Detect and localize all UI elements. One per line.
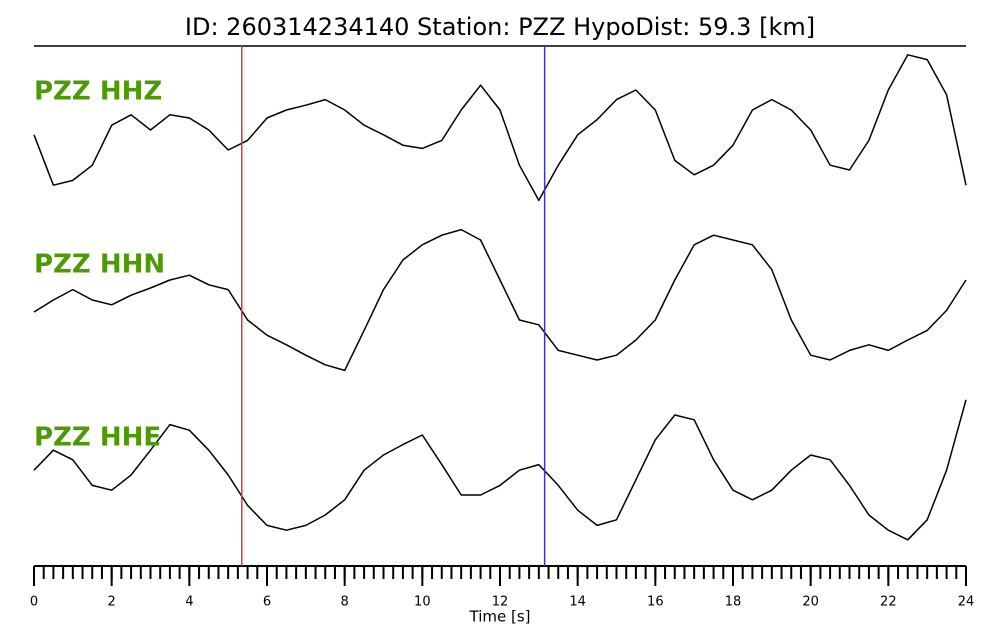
trace — [33, 228, 967, 372]
chart-title: ID: 260314234140 Station: PZZ HypoDist: … — [185, 13, 815, 41]
x-tick-label: 4 — [185, 595, 193, 610]
x-tick-label: 8 — [341, 595, 349, 610]
x-tick-label: 16 — [647, 595, 664, 610]
trace-label: PZZ HHN — [34, 250, 165, 280]
x-tick-label: 2 — [108, 595, 116, 610]
x-tick-label: 20 — [802, 595, 819, 610]
trace-label: PZZ HHZ — [34, 77, 162, 107]
x-tick-label: 24 — [958, 595, 975, 610]
x-axis-label: Time [s] — [469, 608, 531, 626]
x-tick-label: 12 — [492, 595, 509, 610]
x-tick-label: 10 — [414, 595, 431, 610]
x-tick-label: 0 — [30, 595, 38, 610]
trace — [33, 54, 967, 202]
x-tick-label: 6 — [263, 595, 271, 610]
x-tick-label: 18 — [725, 595, 742, 610]
trace-label: PZZ HHE — [34, 423, 161, 453]
trace — [33, 399, 967, 541]
x-tick-label: 22 — [880, 595, 897, 610]
x-tick-label: 14 — [569, 595, 586, 610]
